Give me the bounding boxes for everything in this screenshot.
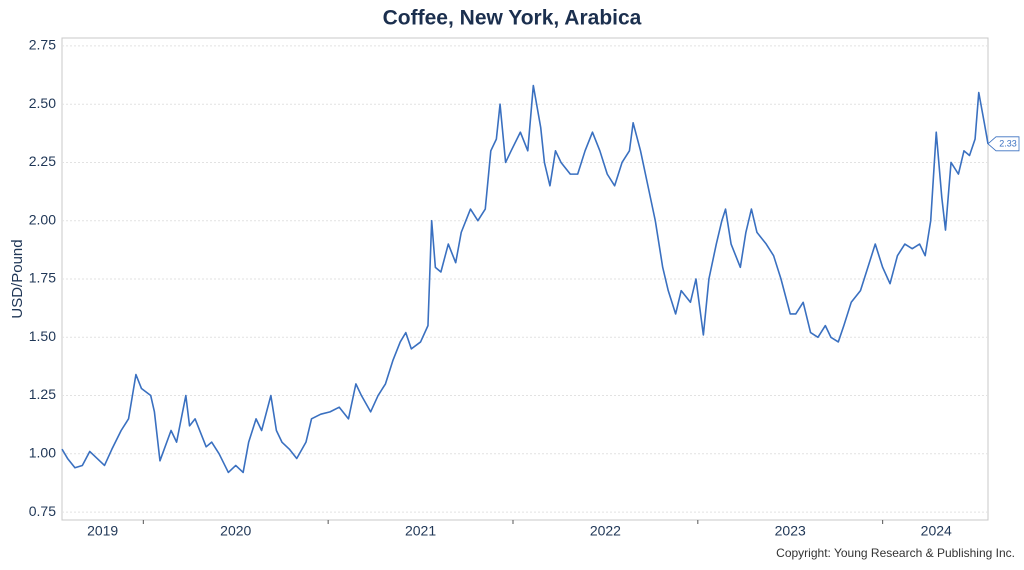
y-tick-label: 2.25	[29, 153, 56, 169]
y-tick-label: 0.75	[29, 503, 56, 519]
y-tick-label: 1.25	[29, 386, 56, 402]
x-tick-label: 2024	[921, 523, 952, 539]
y-tick-label: 2.00	[29, 211, 56, 227]
y-tick-label: 1.75	[29, 270, 56, 286]
copyright: Copyright: Young Research & Publishing I…	[776, 546, 1015, 560]
line	[61, 84, 989, 474]
x-tick-label: 2023	[775, 523, 806, 539]
x-tick-label: 2021	[405, 523, 436, 539]
x-tick-label: 2020	[220, 523, 251, 539]
end-label: 2.33	[999, 139, 1017, 149]
end-label-box	[987, 136, 1020, 152]
y-tick-label: 1.50	[29, 328, 56, 344]
chart-title: Coffee, New York, Arabica	[383, 7, 642, 30]
y-tick-label: 2.75	[29, 37, 56, 53]
x-tick-label: 2022	[590, 523, 621, 539]
y-axis-label: USD/Pound	[9, 239, 26, 318]
plot-frame	[61, 37, 989, 521]
x-tick-label: 2019	[87, 523, 118, 539]
y-tick-label: 2.50	[29, 95, 56, 111]
y-tick-label: 1.00	[29, 445, 56, 461]
